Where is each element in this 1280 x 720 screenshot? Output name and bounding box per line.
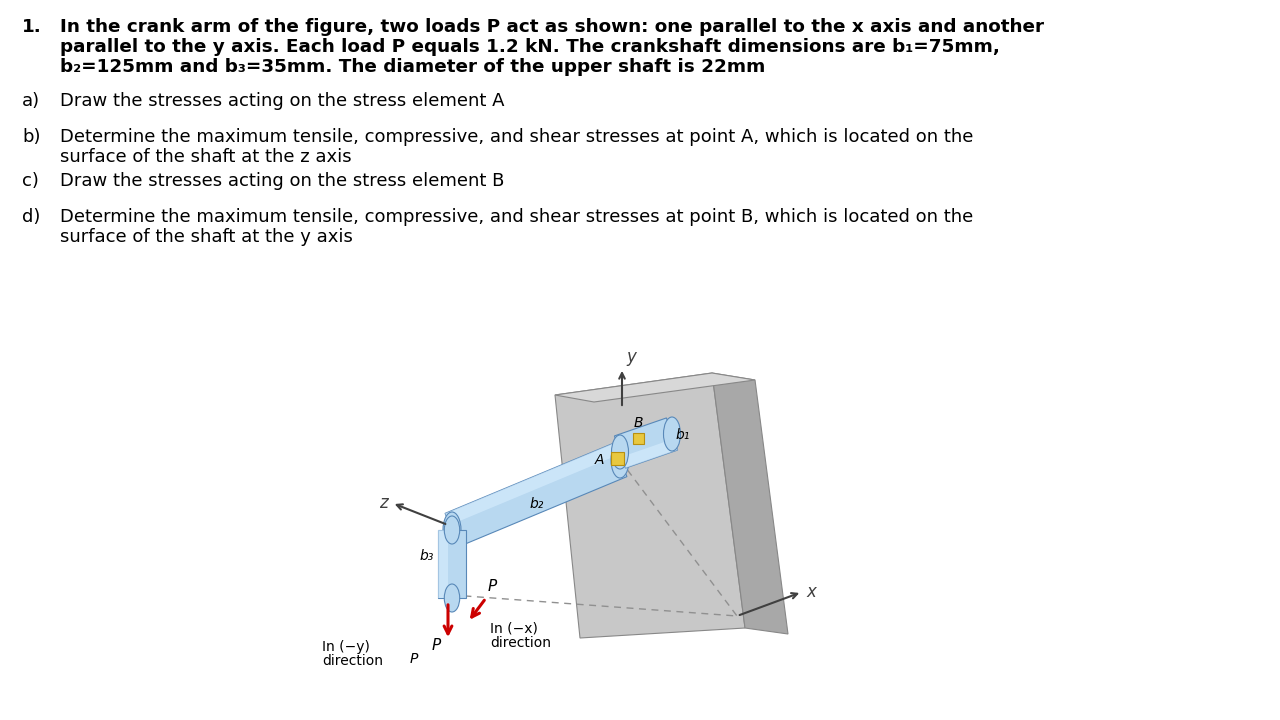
Ellipse shape	[612, 435, 628, 469]
Text: P: P	[488, 579, 497, 594]
Ellipse shape	[444, 516, 460, 544]
Polygon shape	[438, 530, 466, 598]
Text: d): d)	[22, 208, 41, 226]
Text: Determine the maximum tensile, compressive, and shear stresses at point B, which: Determine the maximum tensile, compressi…	[60, 208, 973, 226]
Text: surface of the shaft at the y axis: surface of the shaft at the y axis	[60, 228, 353, 246]
Text: y: y	[626, 348, 636, 366]
Text: Draw the stresses acting on the stress element B: Draw the stresses acting on the stress e…	[60, 172, 504, 190]
Text: direction: direction	[323, 654, 383, 668]
Text: In the crank arm of the figure, two loads P act as shown: one parallel to the x : In the crank arm of the figure, two load…	[60, 18, 1044, 36]
Text: b₂=125mm and b₃=35mm. The diameter of the upper shaft is 22mm: b₂=125mm and b₃=35mm. The diameter of th…	[60, 58, 765, 76]
Bar	[611, 452, 625, 465]
Text: c): c)	[22, 172, 38, 190]
Polygon shape	[712, 373, 788, 634]
Ellipse shape	[444, 584, 460, 612]
Polygon shape	[445, 444, 618, 525]
Text: z: z	[379, 494, 388, 512]
Text: Draw the stresses acting on the stress element A: Draw the stresses acting on the stress e…	[60, 92, 504, 110]
Text: direction: direction	[490, 636, 550, 650]
Polygon shape	[556, 373, 755, 402]
Text: A: A	[594, 453, 604, 467]
Ellipse shape	[663, 417, 681, 451]
Polygon shape	[622, 438, 677, 468]
Text: B: B	[634, 416, 643, 430]
Text: x: x	[806, 583, 815, 601]
Polygon shape	[614, 418, 677, 468]
Ellipse shape	[611, 442, 628, 478]
Polygon shape	[438, 530, 448, 598]
Text: Determine the maximum tensile, compressive, and shear stresses at point A, which: Determine the maximum tensile, compressi…	[60, 128, 973, 146]
Text: b): b)	[22, 128, 41, 146]
Text: P: P	[410, 652, 419, 666]
Text: parallel to the y axis. Each load P equals 1.2 kN. The crankshaft dimensions are: parallel to the y axis. Each load P equa…	[60, 38, 1000, 56]
Text: 1.: 1.	[22, 18, 42, 36]
Polygon shape	[445, 444, 627, 546]
Text: b₂: b₂	[530, 497, 544, 511]
Text: In (−x): In (−x)	[490, 622, 538, 636]
Text: b₁: b₁	[676, 428, 690, 442]
Text: In (−y): In (−y)	[323, 640, 370, 654]
Bar	[634, 433, 644, 444]
Ellipse shape	[443, 512, 461, 548]
Text: a): a)	[22, 92, 40, 110]
Text: b₃: b₃	[420, 549, 434, 563]
Polygon shape	[556, 373, 745, 638]
Text: surface of the shaft at the z axis: surface of the shaft at the z axis	[60, 148, 352, 166]
Text: P: P	[431, 638, 440, 653]
